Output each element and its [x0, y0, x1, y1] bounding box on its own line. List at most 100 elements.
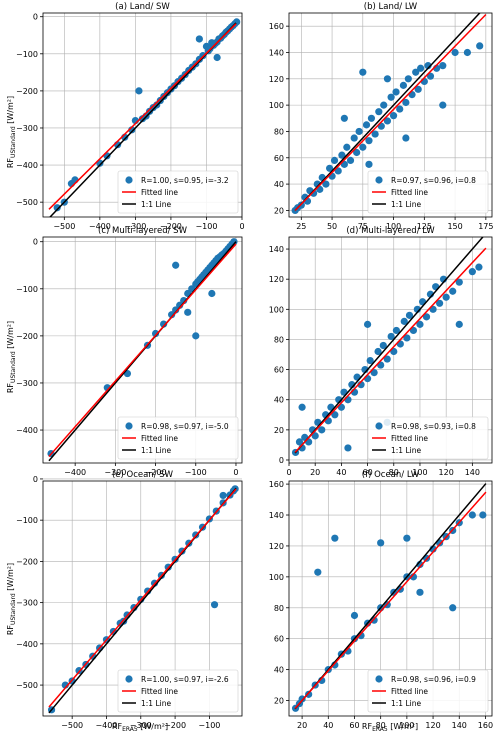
legend-label: 1:1 Line: [141, 200, 171, 209]
y-tick-label: 80: [274, 335, 284, 344]
panel-title: (a) Land/ SW: [115, 2, 170, 12]
scatter-point: [405, 311, 414, 319]
x-tick-label: 0: [286, 468, 291, 477]
scatter-point: [213, 53, 221, 62]
scatter-point: [350, 134, 358, 142]
scatter-point: [366, 356, 374, 365]
scatter-point: [422, 313, 431, 321]
scatter-point: [468, 268, 476, 276]
x-tick-label: −200: [164, 721, 186, 730]
scatter-point: [326, 164, 334, 172]
y-tick-label: 80: [274, 127, 284, 136]
x-tick-label: 80: [389, 468, 399, 477]
scatter-point: [172, 261, 180, 269]
legend-label: 1:1 Line: [141, 446, 171, 455]
scatter-point: [195, 35, 203, 43]
scatter-point: [400, 317, 408, 325]
x-tick-label: −300: [124, 222, 146, 231]
legend-label: Fitted line: [391, 434, 428, 443]
y-tick-label: 20: [274, 206, 284, 215]
scatter-point: [53, 204, 61, 212]
scatter-point: [172, 306, 180, 314]
shared-y-label-bottom: RFUStandard [W/m²]: [6, 563, 17, 635]
x-tick-label: 60: [362, 468, 372, 477]
scatter-point: [370, 369, 378, 377]
x-tick-label: 125: [417, 222, 432, 231]
legend-box: [367, 170, 489, 214]
reference-lines: [294, 483, 487, 710]
legend-label: 1:1 Line: [391, 699, 421, 708]
x-tick-label: 140: [452, 721, 467, 730]
y-tick-label: −300: [16, 379, 38, 388]
scatter-point: [367, 114, 376, 122]
scatter-point: [403, 334, 411, 342]
scatter-point: [383, 117, 392, 125]
x-tick-label: 50: [327, 222, 337, 231]
legend-marker-points: [375, 176, 383, 184]
reference-lines: [294, 237, 487, 454]
x-tick-label: 150: [447, 222, 462, 231]
scatter-point: [318, 426, 326, 434]
scatter-point: [322, 180, 330, 188]
scatter-point: [298, 695, 306, 703]
scatter-point: [371, 130, 379, 138]
x-tick-label: −400: [95, 721, 117, 730]
scatter-point: [439, 101, 447, 109]
scatter-point: [219, 491, 227, 500]
panel-5: (e) Ocean/ SW −500 −400 −300 −200 −100 −500 −40…: [16, 470, 243, 730]
scatter-point: [311, 432, 319, 440]
x-tick-label: 120: [439, 468, 454, 477]
panel-frame: [288, 236, 493, 464]
y-tick-label: 120: [269, 542, 284, 551]
scatter-point: [409, 573, 418, 581]
shared-x-label-right: RFERA5 [W/m²]: [362, 722, 418, 733]
scatter-point: [399, 81, 408, 89]
scatter-point: [363, 320, 372, 328]
scatter-point: [160, 320, 168, 328]
x-tick-label: 100: [386, 222, 401, 231]
panel-1: (a) Land/ SW −500 −400 −300 −200 −100 0 −500 −40…: [16, 2, 245, 231]
legend-marker-points: [375, 675, 383, 683]
scatter-point: [330, 156, 339, 165]
y-tick-label: 0: [279, 456, 284, 465]
y-tick-label: 40: [274, 180, 284, 189]
y-tick-label: 160: [269, 22, 284, 31]
legend: R=1.00, s=0.95, i=-3.2 Fitted line 1:1 Lin…: [117, 170, 239, 214]
scatter-point: [208, 289, 216, 298]
scatter-point: [331, 411, 339, 419]
identity-line: [294, 237, 484, 454]
x-tick-label: −100: [195, 222, 217, 231]
fitted-line: [48, 488, 237, 708]
scatter-point: [340, 114, 348, 122]
scatter-point: [314, 568, 322, 576]
y-tick-label: −200: [16, 557, 38, 566]
scatter-point: [383, 355, 391, 363]
scatter-point: [387, 332, 395, 341]
x-tick-label: 40: [323, 721, 333, 730]
x-tick-label: −300: [104, 468, 126, 477]
panel-frame: [42, 236, 243, 464]
legend-label: R=1.00, s=0.97, i=-2.6: [141, 675, 229, 684]
x-tick-label: 25: [296, 222, 306, 231]
scatter-point: [334, 167, 342, 175]
scatter-point: [377, 539, 385, 547]
scatter-point: [295, 438, 304, 446]
x-tick-label: 20: [310, 468, 320, 477]
legend-label: Fitted line: [391, 687, 428, 696]
legend-label: R=1.00, s=0.95, i=-3.2: [141, 176, 229, 185]
legend-marker-points: [125, 176, 133, 184]
legend-label: 1:1 Line: [141, 699, 171, 708]
scatter-point: [475, 263, 483, 271]
panel-frame: [42, 480, 243, 717]
scatter-point: [151, 329, 160, 338]
y-tick-label: 80: [274, 604, 284, 613]
scatter-point: [455, 278, 463, 286]
x-tick-label: −200: [145, 468, 167, 477]
y-tick-label: −100: [16, 285, 38, 294]
x-tick-label: −400: [89, 222, 111, 231]
scatter-point: [387, 93, 395, 101]
y-tick-label: 60: [274, 635, 284, 644]
shared-y-label-top: RFUStandard [W/m²]: [6, 96, 17, 168]
scatter-point: [442, 293, 450, 301]
scatter-point: [396, 105, 404, 113]
